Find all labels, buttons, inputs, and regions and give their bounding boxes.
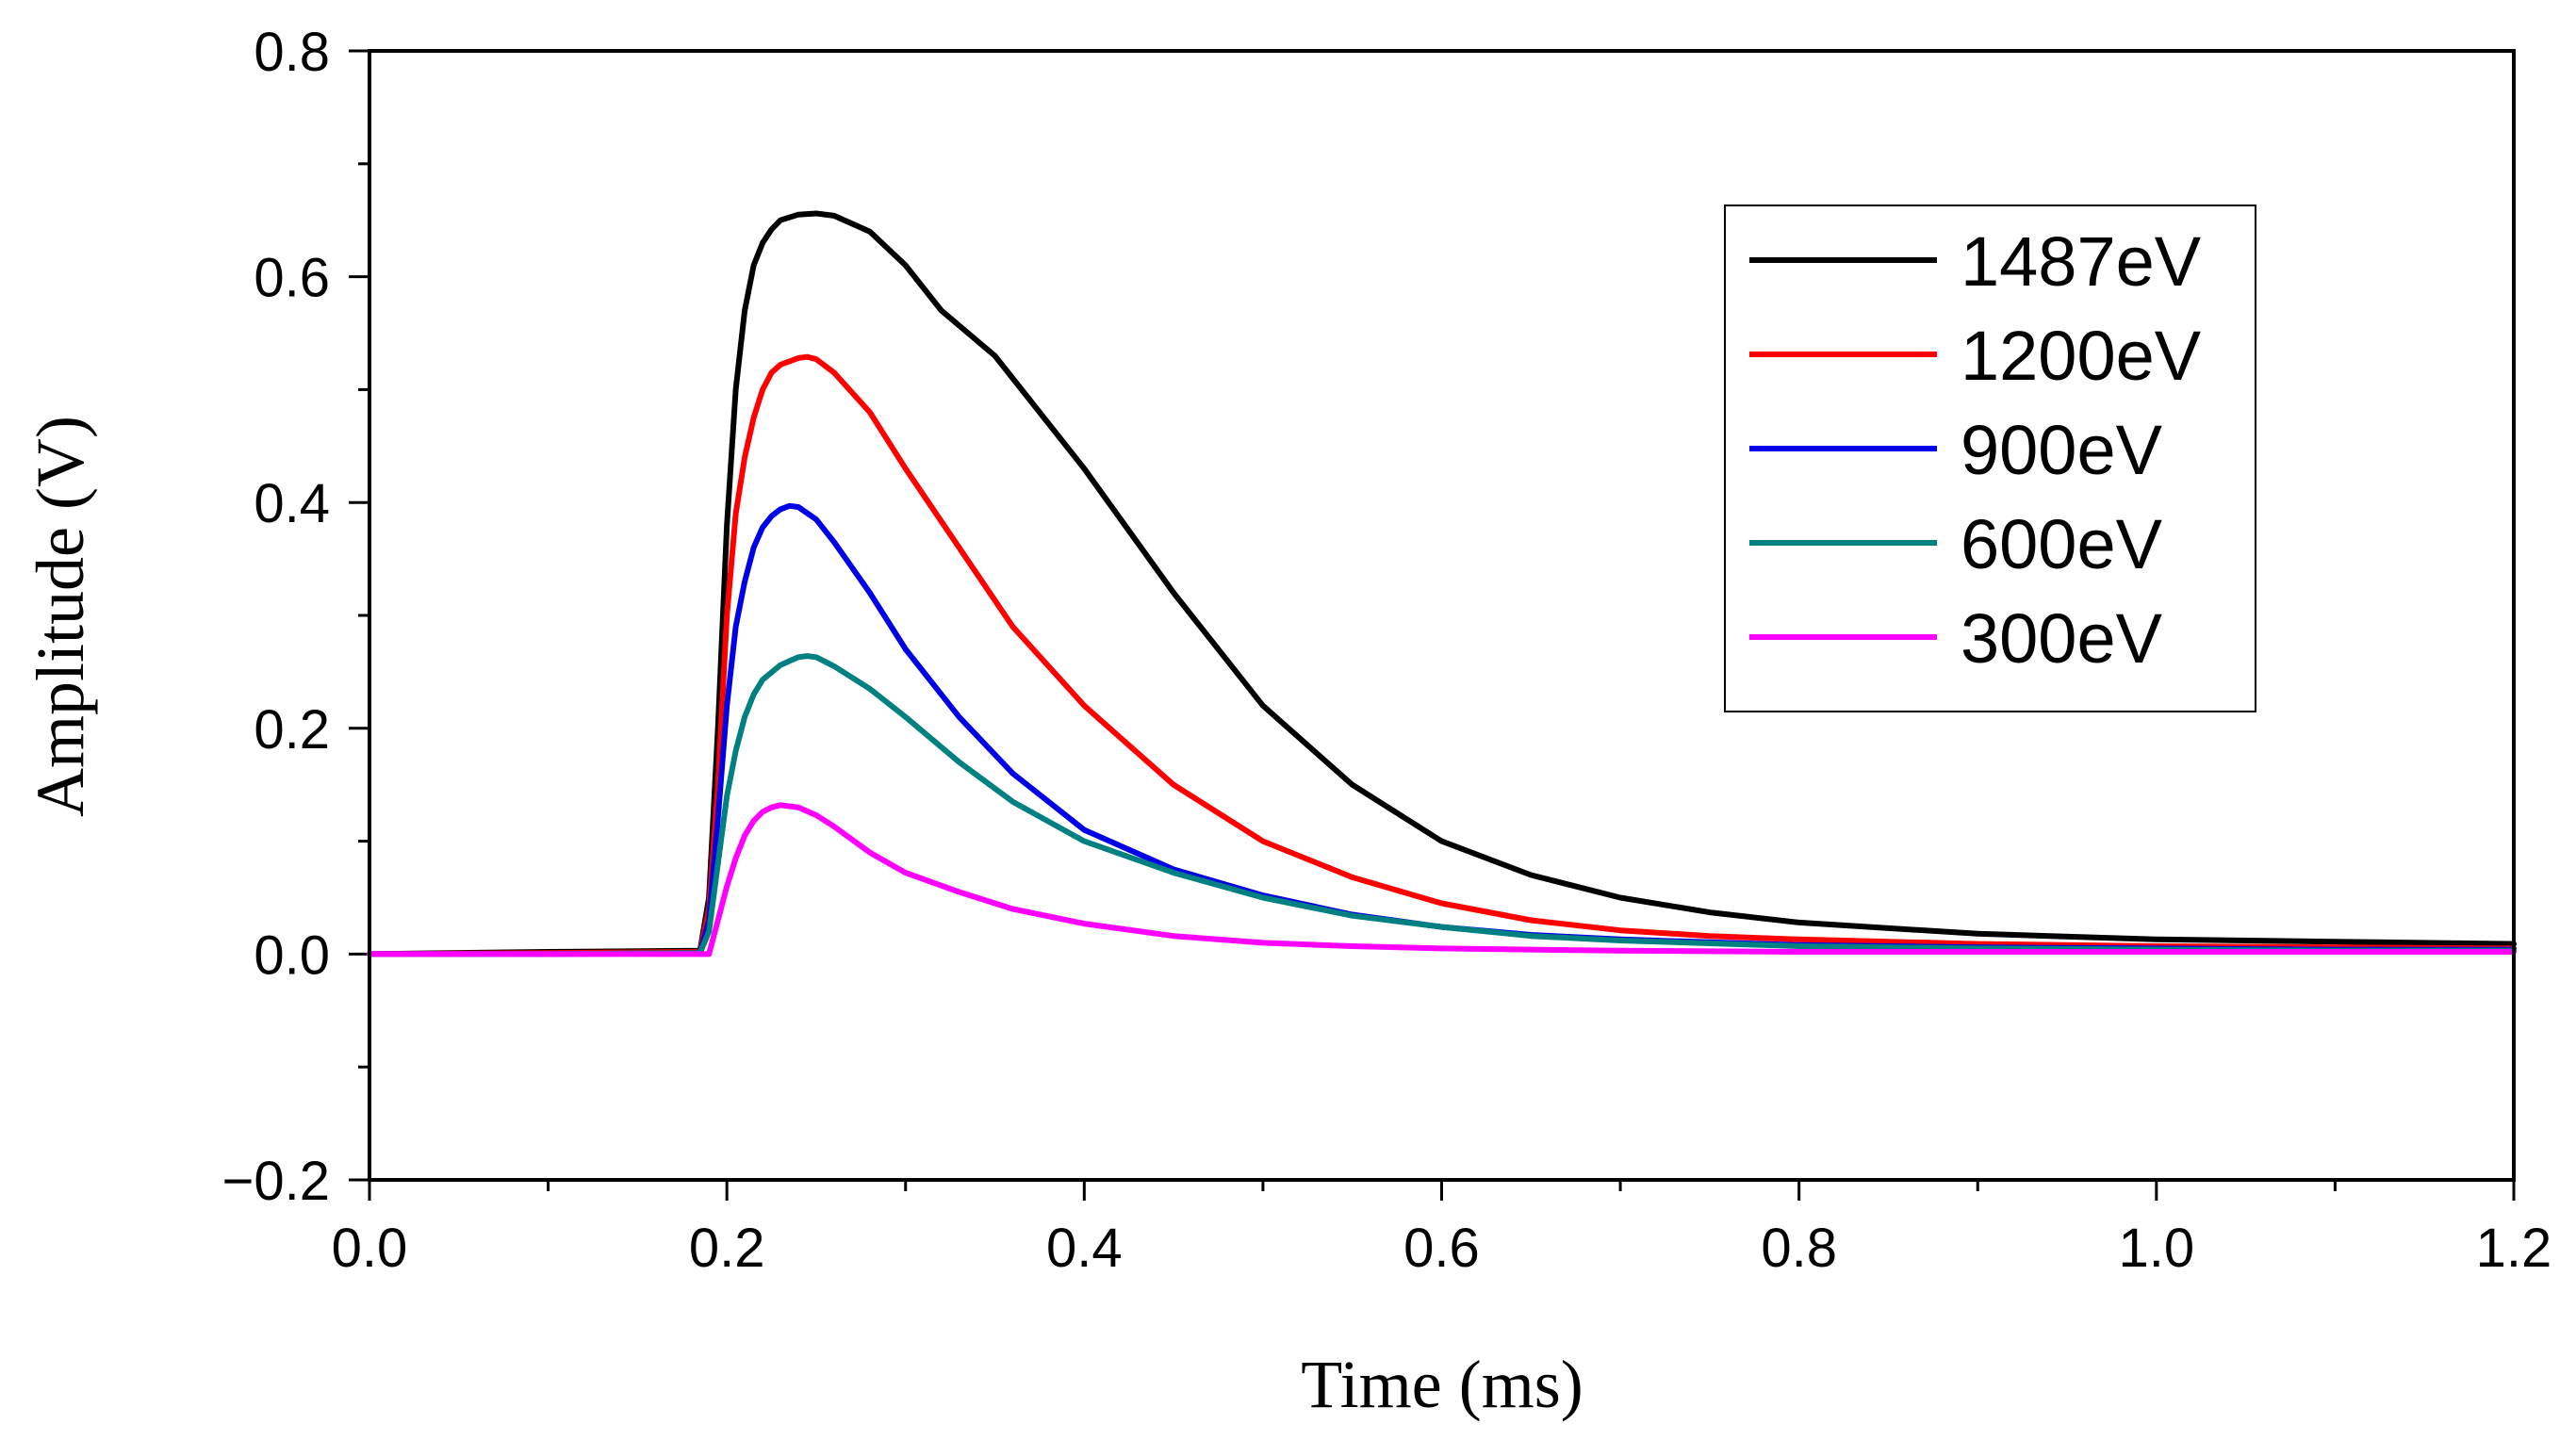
x-tick-label: 0.6 [1403,1218,1480,1279]
series-line-600ev [367,653,2517,957]
legend-label-600ev: 600eV [1961,505,2163,583]
x-tick-label: 0.8 [1761,1218,1837,1279]
legend-label-900ev: 900eV [1961,411,2163,489]
y-tick-label: 0.0 [254,925,330,986]
legend-box [1724,205,2256,712]
series-lines [367,210,2517,957]
legend-items: 1487eV 1200eV 900eV 600eV 300eV [1749,222,2202,678]
plot-frame [368,49,2516,1182]
series-line-1487ev [367,210,2517,957]
legend-label-300ev: 300eV [1961,599,2163,678]
y-axis-title: Amplitude (V) [23,416,98,817]
y-tick-label: 0.6 [254,248,330,309]
y-tick-label: 0.2 [254,699,330,761]
legend-label-1200ev: 1200eV [1961,317,2202,395]
major-ticks [349,49,2516,1201]
x-tick-label: 1.0 [2119,1218,2195,1279]
x-axis-title: Time (ms) [1301,1347,1583,1422]
y-tick-label: 0.4 [254,473,330,534]
y-tick-labels: −0.2 0.0 0.2 0.4 0.6 0.8 [222,22,331,1212]
x-tick-labels: 0.0 0.2 0.4 0.6 0.8 1.0 1.2 [332,1218,2552,1279]
series-line-300ev [367,802,2517,957]
x-tick-label: 1.2 [2476,1218,2552,1279]
x-tick-label: 0.4 [1046,1218,1123,1279]
x-tick-label: 0.0 [332,1218,408,1279]
series-line-1200ev [367,353,2517,957]
legend-label-1487ev: 1487eV [1961,222,2202,301]
x-tick-label: 0.2 [689,1218,765,1279]
legend: 1487eV 1200eV 900eV 600eV 300eV [1724,205,2256,712]
y-tick-label: −0.2 [222,1151,331,1212]
y-tick-label: 0.8 [254,22,330,83]
